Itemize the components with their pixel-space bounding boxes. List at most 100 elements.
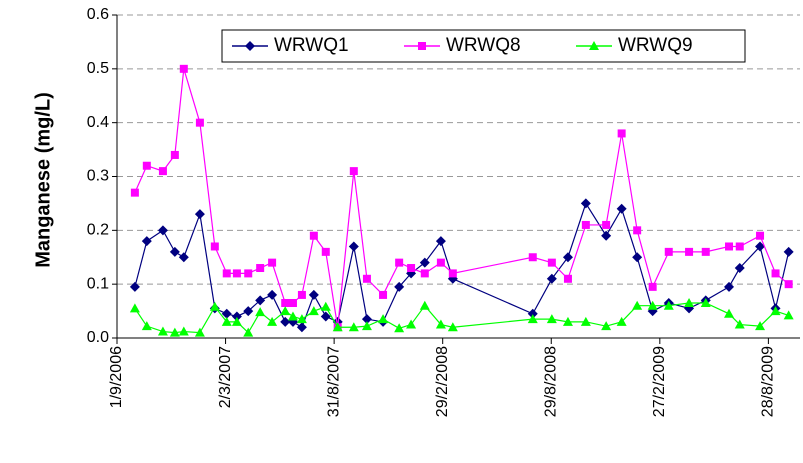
marker — [348, 241, 359, 252]
marker — [448, 269, 457, 278]
marker — [179, 64, 188, 73]
x-tick-label: 31/8/2007 — [325, 346, 342, 417]
marker — [195, 118, 204, 127]
y-tick-label: 0.6 — [87, 6, 109, 23]
marker — [701, 247, 710, 256]
marker — [770, 306, 781, 316]
marker — [648, 282, 657, 291]
marker — [527, 314, 538, 324]
marker — [245, 41, 255, 51]
marker — [724, 281, 735, 292]
marker — [169, 327, 180, 337]
marker — [419, 257, 430, 268]
series — [129, 298, 794, 337]
marker — [447, 322, 458, 332]
y-tick-label: 0.5 — [87, 60, 109, 77]
marker — [725, 242, 734, 251]
series — [130, 64, 793, 332]
marker — [244, 269, 253, 278]
marker — [436, 258, 445, 267]
y-tick-label: 0.3 — [87, 168, 109, 185]
marker — [362, 274, 371, 283]
marker — [580, 198, 591, 209]
marker — [308, 306, 319, 316]
marker — [616, 316, 627, 326]
marker — [633, 226, 642, 235]
marker — [528, 253, 537, 262]
marker — [784, 280, 793, 289]
marker — [562, 316, 573, 326]
marker — [194, 209, 205, 220]
x-tick-label: 28/8/2009 — [760, 346, 777, 417]
marker — [664, 247, 673, 256]
marker — [418, 42, 426, 50]
series-line — [134, 302, 789, 334]
marker — [157, 225, 168, 236]
marker — [734, 263, 745, 274]
marker — [141, 236, 152, 247]
x-tick-label: 1/9/2006 — [108, 346, 125, 408]
marker — [129, 281, 140, 292]
marker — [601, 321, 612, 331]
marker — [321, 247, 330, 256]
marker — [222, 269, 231, 278]
marker — [142, 161, 151, 170]
y-tick-label: 0.4 — [87, 114, 109, 131]
marker — [419, 300, 430, 310]
marker — [280, 316, 291, 327]
marker — [221, 308, 232, 319]
marker — [178, 252, 189, 263]
marker — [378, 314, 389, 324]
marker — [332, 322, 343, 332]
marker — [771, 269, 780, 278]
legend-label: WRWQ1 — [274, 35, 349, 56]
marker — [783, 246, 794, 257]
y-tick-label: 0.2 — [87, 222, 109, 239]
marker — [320, 301, 331, 311]
marker — [158, 167, 167, 176]
x-tick-label: 27/2/2009 — [651, 346, 668, 417]
marker — [395, 258, 404, 267]
marker — [309, 231, 318, 240]
x-tick-label: 29/8/2008 — [542, 346, 559, 417]
marker — [141, 321, 152, 331]
marker — [601, 230, 612, 241]
marker — [209, 301, 220, 311]
marker — [157, 326, 168, 336]
marker — [684, 298, 695, 308]
marker — [435, 236, 446, 247]
marker — [546, 273, 557, 284]
marker — [280, 306, 291, 316]
marker — [580, 316, 591, 326]
marker — [232, 269, 241, 278]
marker — [255, 307, 266, 317]
marker — [755, 321, 766, 331]
marker — [267, 289, 278, 300]
series-line — [134, 68, 790, 328]
marker — [243, 327, 254, 337]
marker — [348, 322, 359, 332]
marker — [308, 289, 319, 300]
marker — [734, 319, 745, 329]
marker — [221, 316, 232, 326]
marker — [647, 300, 658, 310]
marker — [617, 129, 626, 138]
marker — [735, 242, 744, 251]
marker — [296, 322, 307, 333]
marker — [296, 314, 307, 324]
marker — [231, 311, 242, 322]
marker — [756, 231, 765, 240]
marker — [379, 290, 388, 299]
legend-box — [221, 29, 746, 63]
marker — [320, 311, 331, 322]
marker — [361, 314, 372, 325]
marker — [546, 314, 557, 324]
marker — [394, 281, 405, 292]
x-tick-label: 2/3/2007 — [217, 346, 234, 408]
marker — [256, 264, 265, 273]
marker — [581, 220, 590, 229]
legend-label: WRWQ9 — [618, 35, 693, 56]
y-tick-label: 0.0 — [87, 329, 109, 346]
marker — [527, 308, 538, 319]
